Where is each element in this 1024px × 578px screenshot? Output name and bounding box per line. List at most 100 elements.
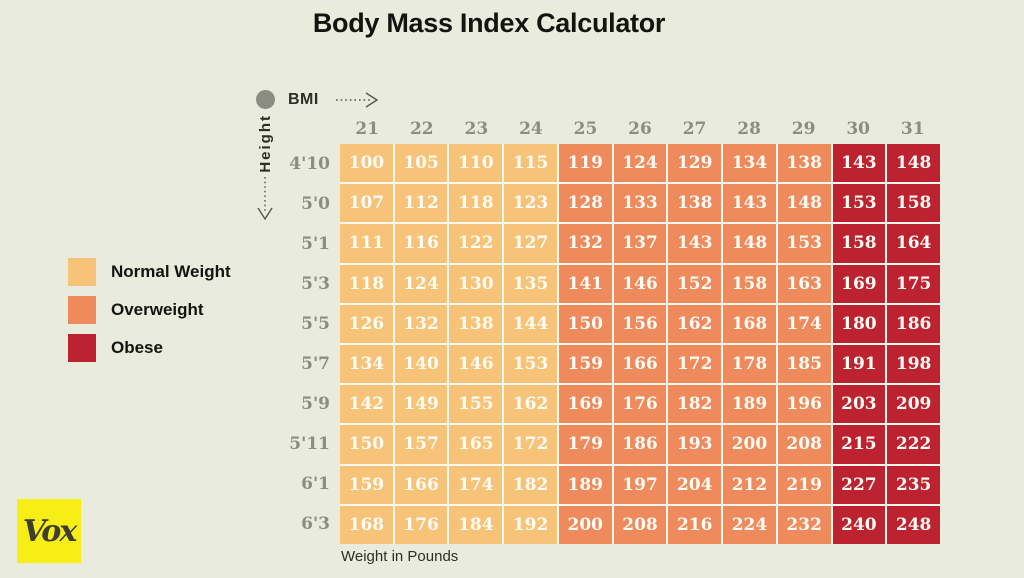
height-row-labels: 4'10 5'0 5'1 5'3 5'5 5'7 5'9 5'11 6'1 6'3 [236, 144, 330, 544]
weight-cell: 126 [340, 304, 393, 343]
weight-cell: 110 [449, 144, 503, 183]
weight-cell: 153 [832, 184, 886, 223]
weight-cell: 138 [449, 304, 503, 343]
weight-cell: 163 [777, 264, 831, 303]
weight-cell: 129 [668, 144, 722, 183]
legend-swatch-obese [68, 334, 96, 362]
bmi-column-header: 23 [464, 119, 489, 139]
weight-cell: 209 [887, 385, 940, 424]
weight-cell: 134 [340, 345, 393, 384]
height-row-label: 5'9 [301, 394, 330, 414]
weight-cell: 182 [504, 465, 557, 504]
weight-cell: 132 [558, 224, 612, 263]
weight-cell: 189 [558, 465, 612, 504]
weight-cell: 162 [504, 385, 557, 424]
height-axis-indicator: Height [250, 114, 280, 227]
weight-cell: 224 [723, 505, 776, 544]
weight-cell: 138 [668, 184, 722, 223]
weight-cell: 180 [832, 304, 886, 343]
height-row-label: 5'7 [301, 354, 330, 374]
weight-cell: 153 [777, 224, 831, 263]
bmi-axis-label: BMI [288, 90, 319, 108]
bmi-axis-indicator: BMI [256, 90, 387, 109]
legend-label: Overweight [111, 300, 204, 319]
legend-swatch-normal [68, 258, 96, 286]
bmi-column-header: 25 [573, 119, 598, 139]
weight-cell: 105 [394, 144, 448, 183]
legend: Normal Weight Overweight Obese [68, 258, 231, 372]
weight-cell: 248 [887, 505, 940, 544]
weight-cell: 132 [394, 304, 448, 343]
weight-cell: 212 [723, 465, 776, 504]
weight-cell: 176 [613, 385, 667, 424]
bmi-marker-dot-icon [256, 90, 275, 109]
weight-cell: 169 [832, 264, 886, 303]
weight-cell: 215 [832, 425, 886, 464]
weight-cell: 153 [504, 345, 557, 384]
weight-cell: 185 [777, 345, 831, 384]
bmi-column-header: 21 [355, 119, 380, 139]
bmi-heatmap-grid: 100 105 110 115 119 124 129 134 138 143 148 107 112 1… [340, 144, 940, 544]
weight-cell: 158 [887, 184, 940, 223]
weight-cell: 175 [887, 264, 940, 303]
page-title: Body Mass Index Calculator [312, 8, 666, 38]
weight-cell: 208 [613, 505, 667, 544]
weight-cell: 191 [832, 345, 886, 384]
arrow-right-dotted-icon [335, 91, 379, 108]
bmi-column-header: 30 [846, 119, 871, 139]
height-row-label: 5'0 [301, 194, 330, 214]
weight-cell: 143 [723, 184, 776, 223]
weight-cell: 216 [668, 505, 722, 544]
weight-cell: 156 [613, 304, 667, 343]
weight-cell: 143 [832, 144, 886, 183]
weight-cell: 208 [777, 425, 831, 464]
bmi-column-header: 24 [519, 119, 543, 139]
weight-cell: 116 [394, 224, 448, 263]
bmi-column-header: 27 [682, 119, 707, 139]
height-row-label: 4'10 [289, 154, 330, 174]
weight-cell: 166 [613, 345, 667, 384]
weight-cell: 159 [340, 465, 393, 504]
weight-cell: 118 [449, 184, 503, 223]
weight-cell: 158 [832, 224, 886, 263]
arrow-down-dotted-icon [257, 176, 273, 220]
weight-cell: 197 [613, 465, 667, 504]
weight-cell: 182 [668, 385, 722, 424]
weight-cell: 176 [394, 505, 448, 544]
weight-cell: 133 [613, 184, 667, 223]
weight-cell: 240 [832, 505, 886, 544]
weight-cell: 189 [723, 385, 776, 424]
weight-cell: 138 [777, 144, 831, 183]
weight-cell: 178 [723, 345, 776, 384]
weight-cell: 112 [394, 184, 448, 223]
weight-cell: 115 [504, 144, 557, 183]
weight-cell: 222 [887, 425, 940, 464]
weight-cell: 127 [504, 224, 557, 263]
weight-cell: 124 [394, 264, 448, 303]
weight-cell: 184 [449, 505, 503, 544]
weight-cell: 186 [613, 425, 667, 464]
weight-cell: 146 [449, 345, 503, 384]
weight-cell: 149 [394, 385, 448, 424]
weight-cell: 150 [340, 425, 393, 464]
weight-cell: 155 [449, 385, 503, 424]
bmi-column-headers: 21 22 23 24 25 26 27 28 29 30 31 [340, 116, 940, 142]
weight-cell: 100 [340, 144, 393, 183]
weight-cell: 200 [723, 425, 776, 464]
weight-cell: 119 [558, 144, 612, 183]
weight-cell: 219 [777, 465, 831, 504]
weight-cell: 203 [832, 385, 886, 424]
height-row-label: 6'1 [301, 474, 330, 494]
weight-cell: 198 [887, 345, 940, 384]
height-row-label: 5'3 [301, 274, 330, 294]
weight-cell: 148 [887, 144, 940, 183]
weight-cell: 152 [668, 264, 722, 303]
weight-cell: 172 [668, 345, 722, 384]
weight-cell: 193 [668, 425, 722, 464]
weight-cell: 162 [668, 304, 722, 343]
height-row-label: 5'5 [301, 314, 330, 334]
weight-cell: 134 [723, 144, 776, 183]
weight-cell: 148 [723, 224, 776, 263]
vox-logo: Vox [17, 499, 81, 563]
weight-cell: 150 [558, 304, 612, 343]
